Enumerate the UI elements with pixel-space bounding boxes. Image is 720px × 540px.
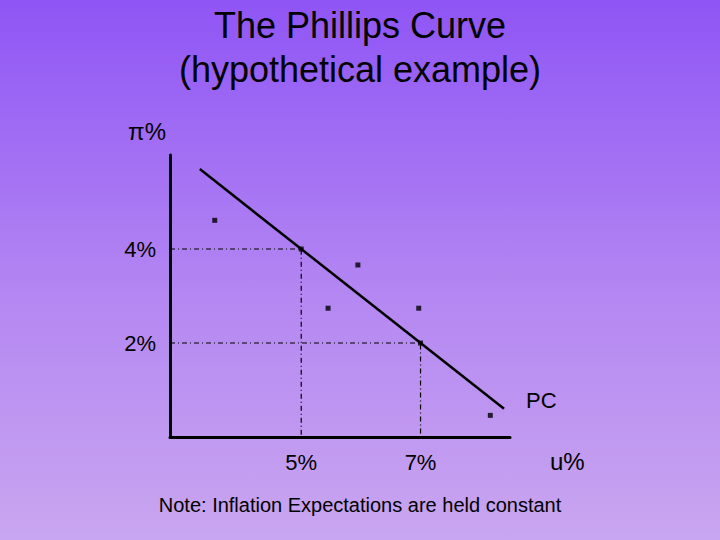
svg-text:(hypothetical example): (hypothetical example) [179,49,541,90]
svg-text:4%: 4% [124,237,156,262]
svg-text:5%: 5% [285,450,317,475]
svg-text:2%: 2% [124,331,156,356]
svg-text:Note: Inflation Expectations a: Note: Inflation Expectations are held co… [159,494,562,516]
svg-text:The Phillips Curve: The Phillips Curve [214,5,506,46]
svg-text:7%: 7% [405,450,437,475]
svg-text:PC: PC [526,388,557,413]
svg-text:u%: u% [550,448,585,475]
svg-text:π%: π% [128,118,166,145]
